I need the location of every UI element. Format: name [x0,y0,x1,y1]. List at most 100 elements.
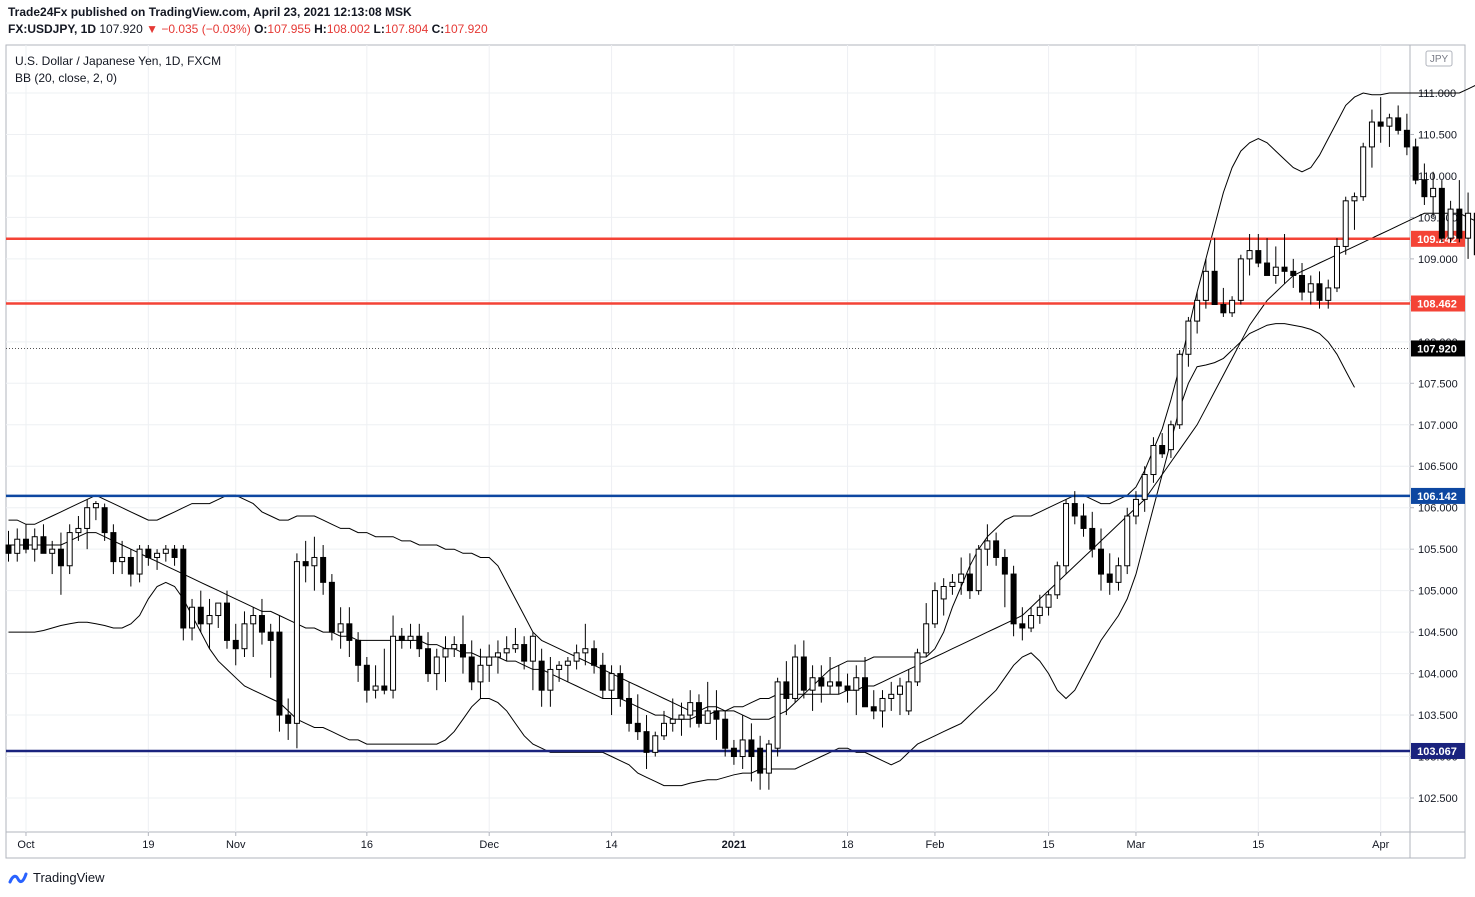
level-label-2: 106.142 [1417,491,1457,503]
candle-body-41 [363,664,370,691]
ytick-label-8: 106.500 [1418,461,1458,473]
candle-body-7 [66,532,73,567]
xtick-label-5: 14 [605,839,617,851]
candle-body-115 [1010,573,1017,625]
candle-body-164 [1438,187,1445,239]
ytick-label-9: 107.000 [1418,420,1458,432]
candle-body-9 [84,507,91,529]
xtick-label-0: Oct [17,839,34,851]
candle-body-19 [171,548,178,558]
candle-body-158 [1386,117,1393,127]
plot-frame [5,44,1466,859]
candle-body-67 [591,648,598,666]
candle-body-165 [1447,208,1454,239]
candle-body-8 [75,527,82,534]
candle-body-166 [1456,208,1463,239]
open-label: O: [254,22,268,36]
publisher-text: Trade24Fx published on TradingView.com, … [8,5,412,19]
candle-body-103 [905,681,912,712]
candle-body-4 [40,536,47,554]
level-label-0: 109.242 [1417,234,1457,246]
candle-body-25 [224,602,230,641]
xtick-label-12: Apr [1372,839,1389,851]
candle-body-98 [862,677,869,708]
candle-body-44 [390,635,397,691]
xtick-label-1: 19 [142,839,154,851]
candle-body-104 [914,652,921,683]
candle-body-49 [433,656,440,675]
candle-body-148 [1299,274,1306,293]
candle-body-46 [407,635,414,641]
candle-body-87 [765,743,772,774]
candle-body-136 [1194,299,1201,322]
candle-body-85 [748,739,755,758]
candle-body-51 [451,644,458,650]
candle-body-121 [1063,503,1070,567]
candle-body-137 [1202,270,1209,301]
candle-body-21 [189,606,196,629]
candle-body-151 [1325,287,1332,301]
candle-body-138 [1211,270,1218,305]
candle-body-155 [1360,146,1367,198]
candle-body-74 [652,735,659,753]
candle-body-124 [1089,527,1096,550]
candle-body-134 [1176,353,1183,426]
chart-legend: U.S. Dollar / Japanese Yen, 1D, FXCM BB … [15,53,221,87]
candle-body-163 [1430,187,1437,198]
ytick-label-3: 104.000 [1418,669,1458,681]
candle-body-71 [626,697,633,724]
high-value: 108.002 [326,22,371,36]
candle-body-109 [958,573,965,583]
level-badge-1 [1411,295,1465,312]
candle-body-53 [468,656,475,683]
candle-body-43 [381,685,388,691]
candle-body-10 [92,503,99,509]
candle-body-30 [267,631,274,641]
candle-body-56 [494,652,501,658]
candle-body-18 [162,548,169,554]
xtick-label-10: Mar [1126,839,1145,851]
level-badge-2 [1411,487,1465,504]
candle-body-111 [975,548,982,592]
candle-body-141 [1237,258,1244,301]
candle-body-135 [1185,320,1192,355]
candle-body-12 [110,532,117,563]
candle-body-77 [678,714,685,720]
instrument-title: U.S. Dollar / Japanese Yen, 1D, FXCM [15,54,222,68]
indicator-label[interactable]: BB (20, close, 2, 0) [15,71,118,85]
candle-body-70 [617,673,624,699]
high-label: H: [314,22,327,36]
xtick-label-4: Dec [479,839,499,851]
candle-body-28 [250,615,257,625]
close-label: C: [431,22,445,36]
candle-body-23 [206,615,213,625]
candle-body-149 [1307,283,1314,293]
candle-body-113 [993,540,1000,558]
candle-body-162 [1421,179,1428,198]
candle-body-150 [1316,283,1323,301]
candle-body-80 [704,710,711,724]
candle-body-75 [661,722,667,737]
candle-body-117 [1028,615,1035,629]
candle-body-73 [643,731,650,753]
candle-body-26 [232,639,239,650]
candle-body-81 [713,710,720,720]
candle-body-144 [1264,262,1271,276]
candle-body-110 [966,573,973,592]
candle-body-66 [582,648,589,654]
candle-body-120 [1054,565,1061,596]
candle-body-76 [669,718,676,724]
ytick-label-15: 110.000 [1418,171,1457,183]
candle-body-84 [739,739,746,758]
tradingview-branding[interactable]: TradingView [8,870,105,885]
candle-body-15 [136,548,143,575]
candle-body-5 [49,548,56,554]
candle-body-154 [1351,196,1358,202]
candle-body-32 [285,714,292,724]
candle-body-72 [634,722,641,733]
candle-body-34 [302,561,309,567]
candle-body-99 [870,706,877,712]
symbol-label: FX:USDJPY, 1D [8,22,97,36]
ytick-label-0: 102.500 [1418,793,1458,805]
